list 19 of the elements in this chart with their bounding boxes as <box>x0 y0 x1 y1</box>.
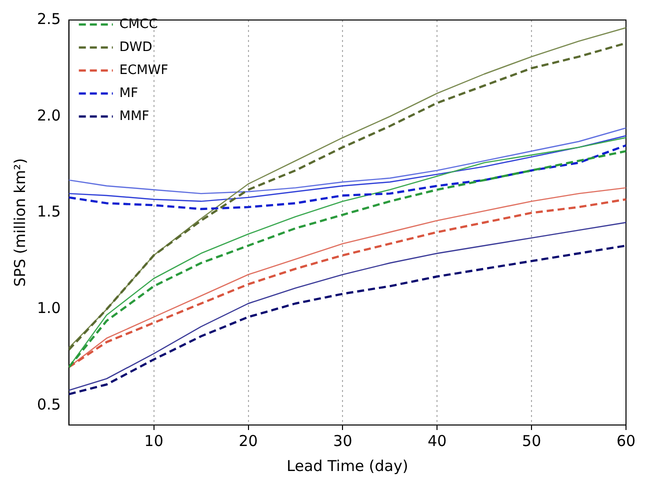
y-tick-label: 0.5 <box>36 396 61 414</box>
legend-label: DWD <box>119 40 152 55</box>
line-series <box>68 244 626 396</box>
legend-label: ECMWF <box>119 62 168 78</box>
x-tick-label: 60 <box>616 432 636 450</box>
legend-label: MMF <box>119 108 150 124</box>
x-tick-label: 30 <box>333 432 352 450</box>
x-tick-label: 50 <box>522 432 542 450</box>
y-tick-label: 2.5 <box>36 10 61 28</box>
y-axis-title: SPS (million km²) <box>10 158 29 287</box>
legend-label: MF <box>119 86 138 101</box>
x-tick-label: 40 <box>428 432 447 450</box>
x-axis-title: Lead Time (day) <box>286 456 408 475</box>
x-tick-label: 10 <box>144 432 164 450</box>
x-tick-label: 20 <box>238 432 258 450</box>
line-series <box>68 144 626 210</box>
y-tick-label: 1.5 <box>36 202 61 221</box>
y-tick-label: 1.0 <box>36 299 61 318</box>
y-tick-label: 2.0 <box>36 106 61 124</box>
